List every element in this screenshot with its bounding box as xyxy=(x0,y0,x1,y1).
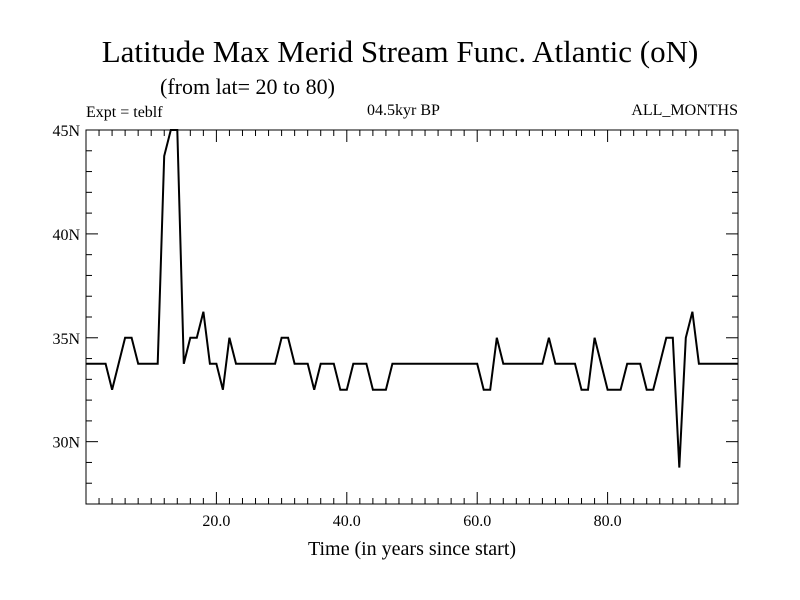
y-tick-label: 40N xyxy=(52,227,80,244)
y-tick-label: 30N xyxy=(52,435,80,452)
tick-labels: 20.0 40.0 60.0 80.0 30N 35N 40N 45N xyxy=(52,123,621,530)
x-tick-label: 40.0 xyxy=(333,513,361,530)
months-label: ALL_MONTHS xyxy=(631,102,738,119)
chart-subtitle: (from lat= 20 to 80) xyxy=(160,74,335,99)
tick-marks xyxy=(85,129,739,505)
chart-title: Latitude Max Merid Stream Func. Atlantic… xyxy=(101,34,699,69)
series-layer xyxy=(86,129,738,468)
plot-frame xyxy=(85,129,739,505)
series-line xyxy=(86,129,738,468)
x-tick-label: 20.0 xyxy=(202,513,230,530)
y-tick-label: 35N xyxy=(52,331,80,348)
x-tick-label: 80.0 xyxy=(594,513,622,530)
x-tick-label: 60.0 xyxy=(463,513,491,530)
y-tick-label: 45N xyxy=(52,123,80,140)
period-label: 04.5kyr BP xyxy=(367,102,440,119)
x-axis-label: Time (in years since start) xyxy=(308,538,516,560)
experiment-label: Expt = teblf xyxy=(86,104,163,121)
